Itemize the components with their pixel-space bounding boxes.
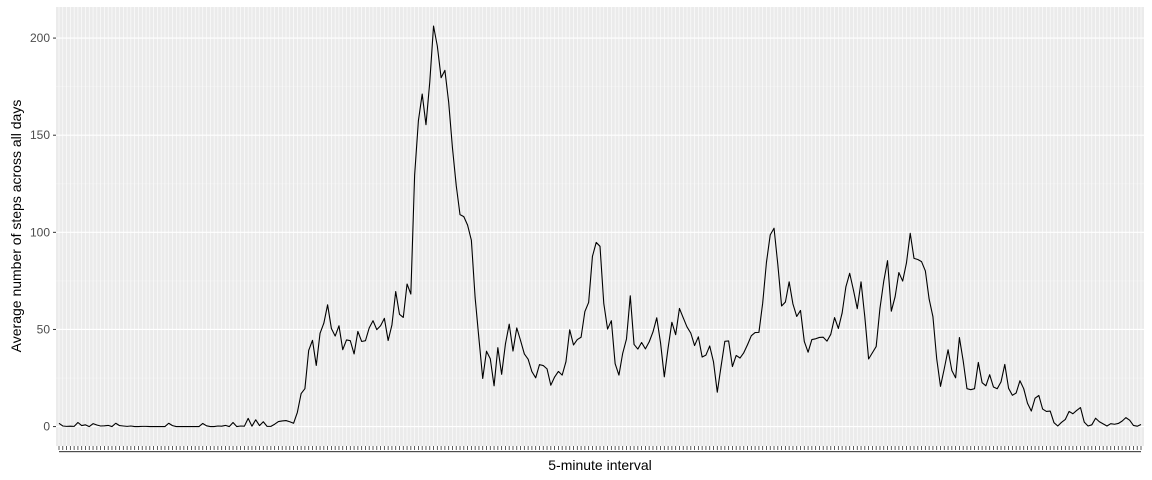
y-tick-label: 200 — [30, 31, 50, 45]
y-tick-label: 50 — [37, 322, 51, 336]
y-tick-label: 150 — [30, 128, 50, 142]
series-line — [58, 25, 1142, 428]
y-tick-label: 0 — [43, 420, 50, 434]
x-axis-ticks — [58, 446, 1142, 453]
y-axis-label: Average number of steps across all days — [8, 100, 24, 353]
y-axis-ticks: 0 50 100 150 200 — [30, 31, 56, 434]
y-tick-label: 100 — [30, 225, 50, 239]
x-axis-label: 5-minute interval — [548, 457, 652, 473]
major-grid — [56, 7, 1144, 446]
x-tick-label-band — [59, 451, 1141, 453]
